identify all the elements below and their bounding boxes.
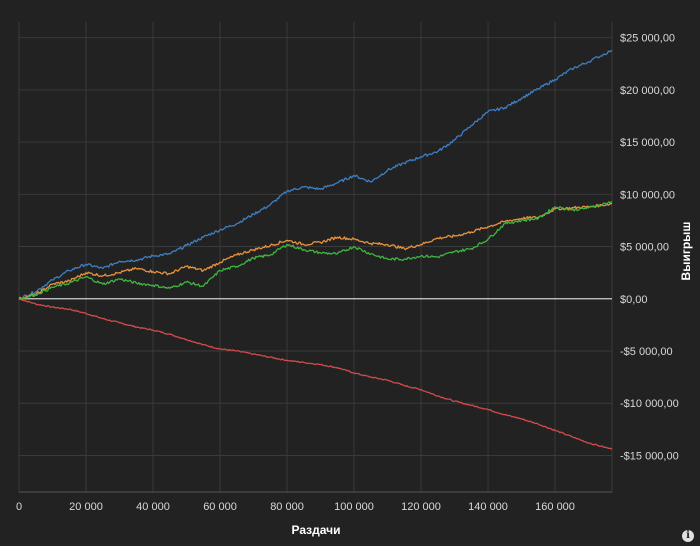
x-tick-label: 40 000 bbox=[136, 501, 170, 513]
y-tick-label: $5 000,00 bbox=[620, 242, 669, 254]
y-axis-ticks: $25 000,00 $20 000,00 $15 000,00 $10 000,00… bbox=[620, 33, 679, 463]
x-tick-label: 100 000 bbox=[334, 501, 374, 513]
y-axis-title: Выигрыш bbox=[679, 222, 693, 281]
x-tick-label: 140 000 bbox=[468, 501, 508, 513]
series-line-0 bbox=[18, 49, 613, 301]
series-lines bbox=[18, 49, 613, 450]
x-axis-ticks: 0 20 000 40 000 60 000 80 000 100 000 120 000 1… bbox=[16, 501, 575, 513]
grid bbox=[18, 22, 613, 493]
x-tick-label: 80 000 bbox=[270, 501, 304, 513]
x-tick-label: 60 000 bbox=[203, 501, 237, 513]
series-line-2 bbox=[18, 201, 613, 300]
y-tick-label: $15 000,00 bbox=[620, 137, 675, 149]
x-axis-title: Раздачи bbox=[292, 523, 341, 537]
series-line-3 bbox=[18, 298, 613, 450]
info-icon[interactable]: i bbox=[682, 530, 694, 542]
x-tick-label: 120 000 bbox=[401, 501, 441, 513]
y-tick-label: -$10 000,00 bbox=[620, 398, 679, 410]
y-tick-label: $25 000,00 bbox=[620, 33, 675, 45]
y-tick-label: -$5 000,00 bbox=[620, 346, 673, 358]
y-tick-label: $20 000,00 bbox=[620, 85, 675, 97]
series-line-1 bbox=[18, 202, 613, 300]
y-tick-label: $0,00 bbox=[620, 294, 648, 306]
x-tick-label: 0 bbox=[16, 501, 22, 513]
x-tick-label: 160 000 bbox=[535, 501, 575, 513]
y-tick-label: $10 000,00 bbox=[620, 189, 675, 201]
y-tick-label: -$15 000,00 bbox=[620, 450, 679, 462]
x-tick-label: 20 000 bbox=[69, 501, 103, 513]
